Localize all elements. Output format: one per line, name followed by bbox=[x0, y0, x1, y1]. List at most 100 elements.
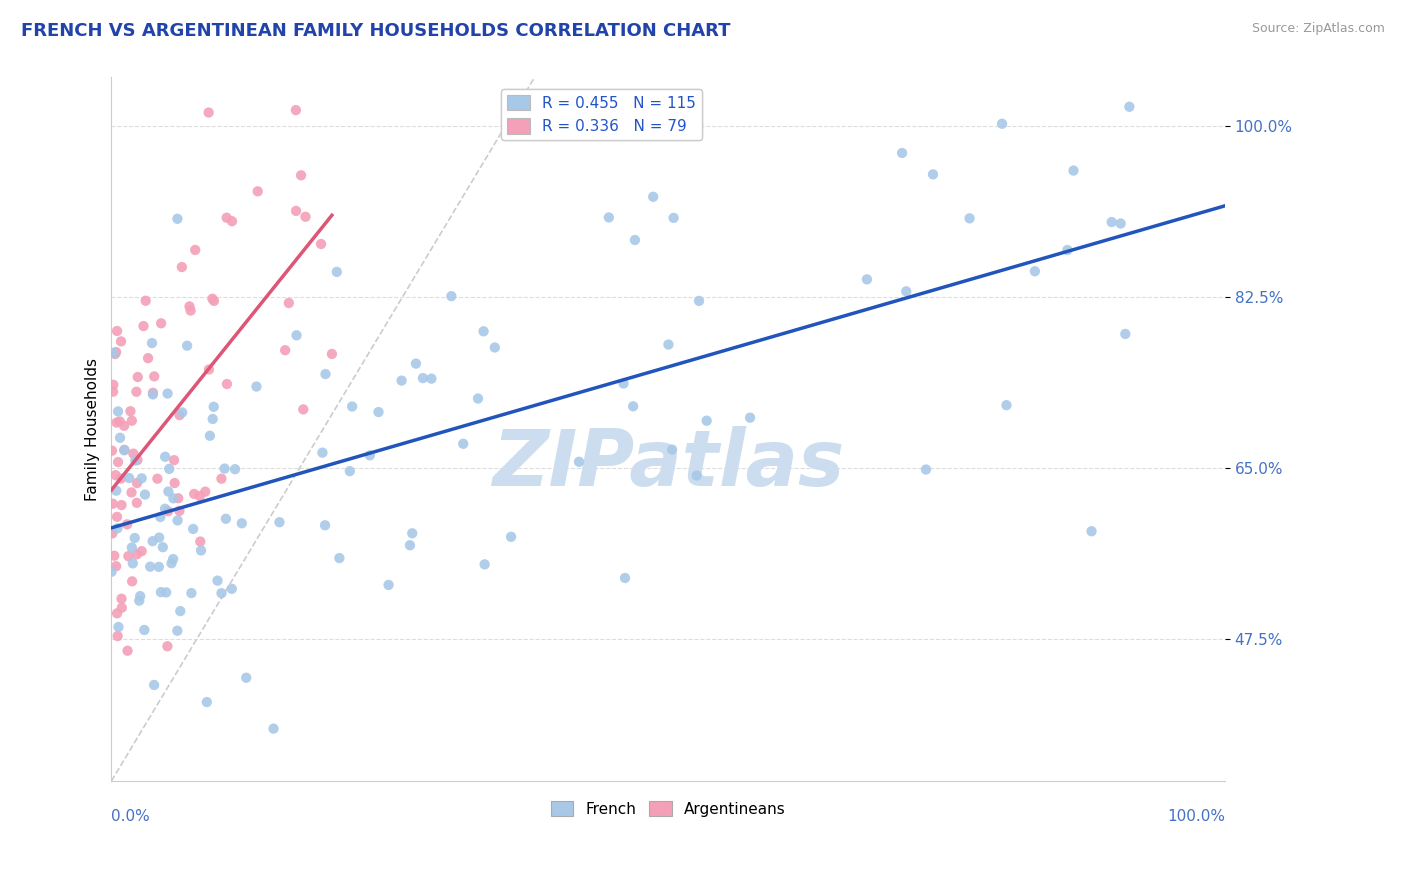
Point bbox=[221, 582, 243, 596]
Point bbox=[125, 476, 148, 491]
Point bbox=[915, 462, 938, 476]
Point bbox=[169, 504, 191, 518]
Point bbox=[169, 408, 191, 422]
Point bbox=[105, 345, 128, 359]
Point bbox=[163, 476, 186, 491]
Point bbox=[148, 560, 170, 574]
Point bbox=[124, 531, 146, 545]
Point bbox=[124, 453, 146, 467]
Point bbox=[1101, 215, 1123, 229]
Point bbox=[180, 303, 202, 318]
Point bbox=[215, 211, 238, 225]
Point bbox=[101, 497, 124, 511]
Point bbox=[112, 443, 135, 458]
Text: FRENCH VS ARGENTINEAN FAMILY HOUSEHOLDS CORRELATION CHART: FRENCH VS ARGENTINEAN FAMILY HOUSEHOLDS … bbox=[21, 22, 731, 40]
Point bbox=[131, 544, 153, 558]
Point bbox=[235, 671, 257, 685]
Point bbox=[121, 557, 143, 571]
Point bbox=[377, 578, 399, 592]
Point bbox=[103, 346, 125, 360]
Point bbox=[896, 285, 918, 299]
Point bbox=[117, 644, 139, 658]
Point bbox=[292, 402, 315, 417]
Point bbox=[657, 337, 679, 351]
Point bbox=[614, 571, 637, 585]
Point bbox=[856, 272, 879, 286]
Point bbox=[134, 623, 156, 637]
Point bbox=[120, 404, 142, 418]
Point bbox=[108, 431, 131, 445]
Point bbox=[121, 485, 143, 500]
Point bbox=[169, 604, 191, 618]
Point bbox=[612, 376, 634, 391]
Point bbox=[153, 501, 176, 516]
Point bbox=[105, 607, 128, 621]
Point bbox=[315, 367, 337, 381]
Point bbox=[568, 455, 591, 469]
Point bbox=[231, 516, 253, 531]
Point bbox=[105, 483, 128, 498]
Point bbox=[146, 472, 169, 486]
Point bbox=[104, 347, 127, 361]
Point bbox=[166, 211, 188, 226]
Point bbox=[215, 377, 238, 392]
Point bbox=[155, 585, 177, 599]
Text: 100.0%: 100.0% bbox=[1167, 809, 1225, 824]
Point bbox=[696, 414, 718, 428]
Point bbox=[221, 214, 243, 228]
Point bbox=[688, 293, 710, 308]
Point bbox=[294, 210, 316, 224]
Point bbox=[162, 552, 184, 566]
Point bbox=[224, 462, 246, 476]
Point bbox=[100, 565, 122, 579]
Point bbox=[152, 540, 174, 554]
Point bbox=[274, 343, 297, 358]
Point bbox=[157, 462, 180, 476]
Point bbox=[143, 369, 166, 384]
Point bbox=[157, 484, 180, 499]
Point bbox=[121, 541, 143, 555]
Point bbox=[277, 296, 299, 310]
Point bbox=[405, 357, 427, 371]
Point bbox=[284, 103, 307, 117]
Point bbox=[166, 624, 188, 638]
Text: 0.0%: 0.0% bbox=[111, 809, 150, 824]
Point bbox=[107, 620, 129, 634]
Point bbox=[643, 190, 665, 204]
Point bbox=[181, 522, 204, 536]
Point bbox=[110, 498, 132, 512]
Point bbox=[246, 184, 269, 198]
Point bbox=[166, 513, 188, 527]
Point bbox=[150, 316, 173, 330]
Point bbox=[183, 487, 205, 501]
Point bbox=[195, 695, 218, 709]
Point bbox=[440, 289, 463, 303]
Point bbox=[103, 549, 125, 563]
Point bbox=[190, 543, 212, 558]
Point bbox=[107, 455, 129, 469]
Point bbox=[1063, 163, 1085, 178]
Point bbox=[131, 471, 153, 485]
Point bbox=[621, 399, 644, 413]
Point bbox=[180, 586, 202, 600]
Point bbox=[114, 442, 136, 457]
Point bbox=[326, 265, 349, 279]
Point bbox=[101, 384, 124, 399]
Point bbox=[111, 600, 134, 615]
Point bbox=[112, 418, 135, 433]
Point bbox=[117, 549, 139, 564]
Point bbox=[209, 472, 232, 486]
Point bbox=[129, 589, 152, 603]
Point bbox=[170, 260, 193, 274]
Point bbox=[991, 117, 1014, 131]
Point bbox=[401, 526, 423, 541]
Point bbox=[1080, 524, 1102, 539]
Point bbox=[995, 398, 1018, 412]
Point bbox=[197, 105, 219, 120]
Point bbox=[290, 169, 312, 183]
Point bbox=[188, 489, 211, 503]
Point bbox=[139, 559, 162, 574]
Point bbox=[167, 491, 190, 506]
Point bbox=[321, 347, 343, 361]
Point bbox=[202, 400, 225, 414]
